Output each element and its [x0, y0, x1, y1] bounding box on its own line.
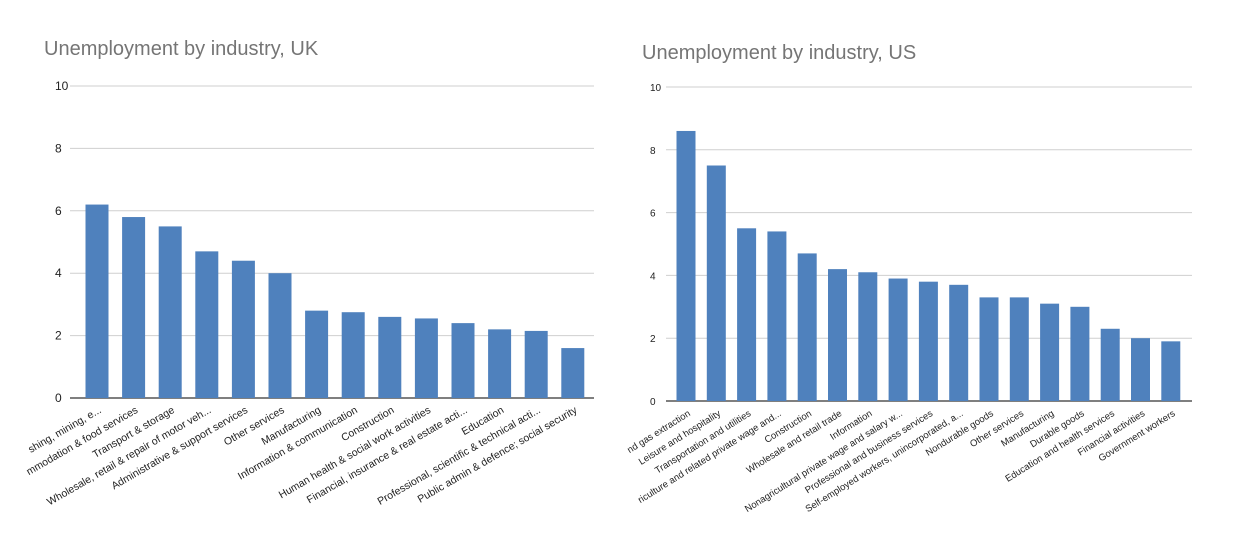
us-bar — [949, 284, 969, 401]
uk-bar — [231, 260, 255, 398]
us-bar — [1009, 297, 1029, 401]
uk-y-tick-label: 4 — [55, 266, 62, 280]
uk-bar — [524, 330, 548, 398]
us-bar — [918, 281, 938, 401]
us-bar — [888, 278, 908, 401]
uk-y-tick-label: 10 — [55, 79, 69, 93]
uk-bar — [378, 316, 402, 398]
us-bar — [858, 272, 878, 401]
us-y-tick-label: 2 — [650, 334, 656, 345]
us-bar — [706, 165, 726, 401]
us-bar — [1161, 341, 1181, 401]
uk-bar — [158, 226, 182, 398]
us-bar — [979, 297, 999, 401]
us-bar — [1131, 338, 1150, 401]
uk-bar — [85, 204, 109, 398]
us-chart-title: Unemployment by industry, US — [642, 42, 917, 64]
us-bar — [767, 231, 787, 401]
us-bar — [737, 228, 757, 401]
uk-chart: Unemployment by industry, UK 0 2 4 6 8 10 shin… — [0, 0, 620, 539]
uk-bar — [451, 323, 475, 398]
uk-bar — [488, 329, 512, 398]
uk-y-tick-label: 0 — [55, 391, 62, 405]
us-bar — [797, 253, 817, 401]
us-y-tick-label: 8 — [650, 146, 656, 157]
uk-y-tick-label: 6 — [55, 204, 62, 218]
uk-y-tick-label: 2 — [55, 329, 62, 343]
uk-bar — [414, 318, 438, 398]
us-bar — [828, 269, 847, 401]
uk-bar — [305, 310, 329, 398]
us-bar — [1100, 328, 1120, 401]
uk-bar — [195, 251, 219, 398]
us-bar — [1040, 303, 1060, 401]
uk-bar — [268, 273, 292, 398]
us-bar — [1070, 306, 1090, 401]
us-y-tick-label: 4 — [650, 271, 656, 282]
uk-bar — [561, 348, 585, 398]
us-bar — [676, 130, 696, 401]
us-y-tick-label: 0 — [650, 397, 656, 408]
uk-chart-title: Unemployment by industry, UK — [44, 38, 319, 60]
uk-bar — [341, 312, 365, 398]
uk-y-tick-label: 8 — [55, 141, 62, 155]
uk-bar — [122, 217, 146, 398]
us-y-tick-label: 10 — [650, 83, 662, 94]
us-y-tick-label: 6 — [650, 209, 656, 220]
